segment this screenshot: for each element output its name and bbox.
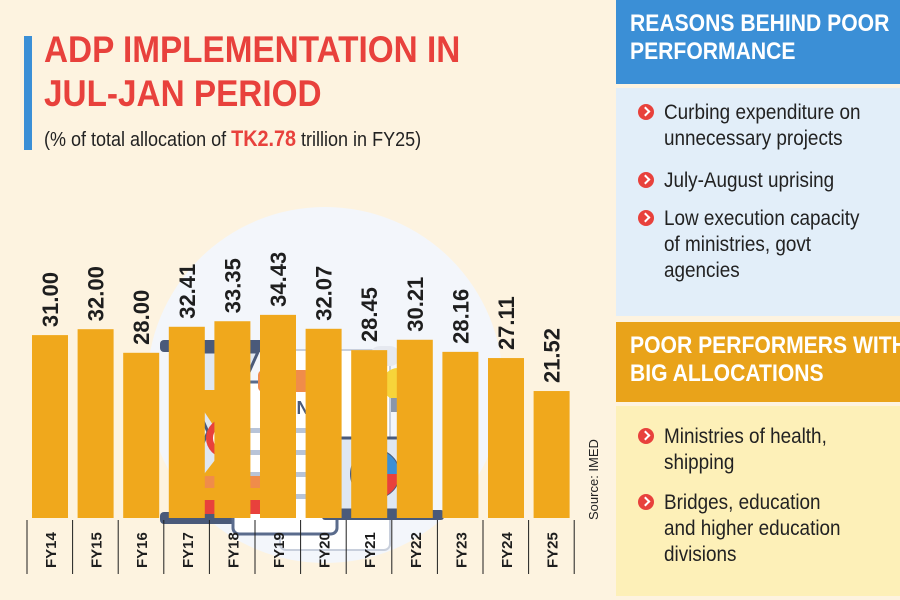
value-label: 32.41	[175, 264, 200, 319]
performers-list: Ministries of health, shipping Bridges, …	[616, 406, 900, 596]
category-label: FY20	[317, 532, 334, 568]
reasons-heading: REASONS BEHIND POOR PERFORMANCE	[616, 0, 900, 84]
bar-FY24	[488, 358, 524, 518]
category-label: FY19	[271, 532, 288, 568]
chevron-bullet-icon	[638, 172, 654, 188]
value-label: 27.11	[494, 296, 519, 350]
category-labels-group: FY14 FY15 FY16 FY17 FY18 FY19 FY20 FY21 FY22 FY23…	[26, 520, 575, 574]
reason-text-line: Curbing expenditure on	[664, 101, 861, 124]
chevron-bullet-icon	[638, 104, 654, 120]
bar-FY18	[214, 321, 251, 518]
reason-text-line: agencies	[664, 259, 740, 282]
chevron-bullet-icon	[638, 428, 654, 444]
bar-FY16	[123, 352, 160, 518]
category-label: FY23	[453, 532, 470, 568]
chart-subtitle: (% of total allocation of TK2.78 trillio…	[44, 126, 421, 152]
title-accent-bar	[24, 36, 32, 150]
bar-FY25	[533, 391, 570, 518]
bar-FY20	[305, 328, 342, 518]
performer-text-line: divisions	[664, 543, 737, 566]
reason-text: July-August uprising	[664, 168, 889, 194]
bars-group	[32, 314, 570, 518]
reason-text: Curbing expenditure on unnecessary proje…	[664, 100, 889, 152]
reasons-heading-line-2: PERFORMANCE	[630, 38, 796, 65]
title-line-2: JUL-JAN PERIOD	[44, 73, 322, 114]
bar-FY19	[260, 314, 296, 518]
value-label: 33.35	[220, 258, 245, 313]
category-label: FY17	[180, 532, 197, 568]
source-note: Source: IMED	[586, 439, 601, 520]
bar-FY22	[396, 339, 433, 518]
subtitle-prefix: (% of total allocation of	[44, 129, 232, 151]
performers-heading: POOR PERFORMERS WITH BIG ALLOCATIONS	[616, 322, 900, 402]
bar-FY17	[168, 326, 205, 518]
reason-text-line: unnecessary projects	[664, 127, 843, 150]
reasons-list: Curbing expenditure on unnecessary proje…	[616, 88, 900, 316]
value-label: 32.07	[312, 266, 337, 321]
value-labels-group: 31.00 32.00 28.00 32.41 33.35 34.43 32.07 28.45…	[38, 252, 565, 383]
chevron-bullet-icon	[638, 494, 654, 510]
performers-heading-line-1: POOR PERFORMERS WITH	[630, 332, 900, 359]
bar-FY15	[77, 329, 114, 518]
bar-FY23	[442, 351, 479, 518]
value-label: 21.52	[540, 328, 565, 383]
category-label: FY15	[89, 532, 106, 568]
category-label: FY22	[408, 532, 425, 568]
chart-panel: ADP IMPLEMENTATION IN JUL-JAN PERIOD (% …	[24, 28, 601, 574]
bar-FY14	[32, 335, 68, 518]
value-label: 30.21	[403, 277, 428, 332]
subtitle-suffix: trillion in FY25)	[296, 129, 422, 151]
performer-text: Ministries of health, shipping	[664, 424, 889, 476]
performer-text-line: and higher education	[664, 517, 841, 540]
reasons-heading-line-1: REASONS BEHIND POOR	[630, 10, 890, 37]
performer-text: Bridges, education and higher education …	[664, 490, 889, 568]
category-label: FY14	[43, 531, 60, 568]
value-label: 34.43	[266, 252, 291, 307]
reason-text-line: of ministries, govt	[664, 233, 812, 256]
reason-text: Low execution capacity of ministries, go…	[664, 206, 889, 284]
chart-title: ADP IMPLEMENTATION IN JUL-JAN PERIOD	[44, 28, 460, 116]
performers-heading-line-2: BIG ALLOCATIONS	[630, 360, 824, 387]
value-label: 31.00	[38, 272, 63, 327]
performer-text-line: Ministries of health,	[664, 425, 827, 448]
category-label: FY16	[134, 532, 151, 568]
performer-text-line: Bridges, education	[664, 491, 821, 514]
value-label: 28.00	[129, 290, 154, 345]
bar-chart: PLAN	[26, 207, 575, 574]
subtitle-amount: TK2.78	[231, 126, 297, 151]
performer-text-line: shipping	[664, 451, 735, 474]
category-label: FY21	[362, 532, 379, 568]
chevron-bullet-icon	[638, 210, 654, 226]
value-label: 32.00	[84, 266, 109, 321]
category-label: FY18	[225, 532, 242, 568]
category-label: FY25	[545, 532, 562, 568]
reason-text-line: July-August uprising	[664, 169, 835, 192]
info-panel: REASONS BEHIND POOR PERFORMANCE Curbing …	[616, 0, 900, 600]
category-label: FY24	[499, 531, 516, 568]
bar-FY21	[351, 350, 388, 518]
value-label: 28.16	[448, 289, 473, 344]
reason-text-line: Low execution capacity	[664, 207, 860, 230]
title-line-1: ADP IMPLEMENTATION IN	[44, 29, 461, 70]
value-label: 28.45	[357, 287, 382, 342]
